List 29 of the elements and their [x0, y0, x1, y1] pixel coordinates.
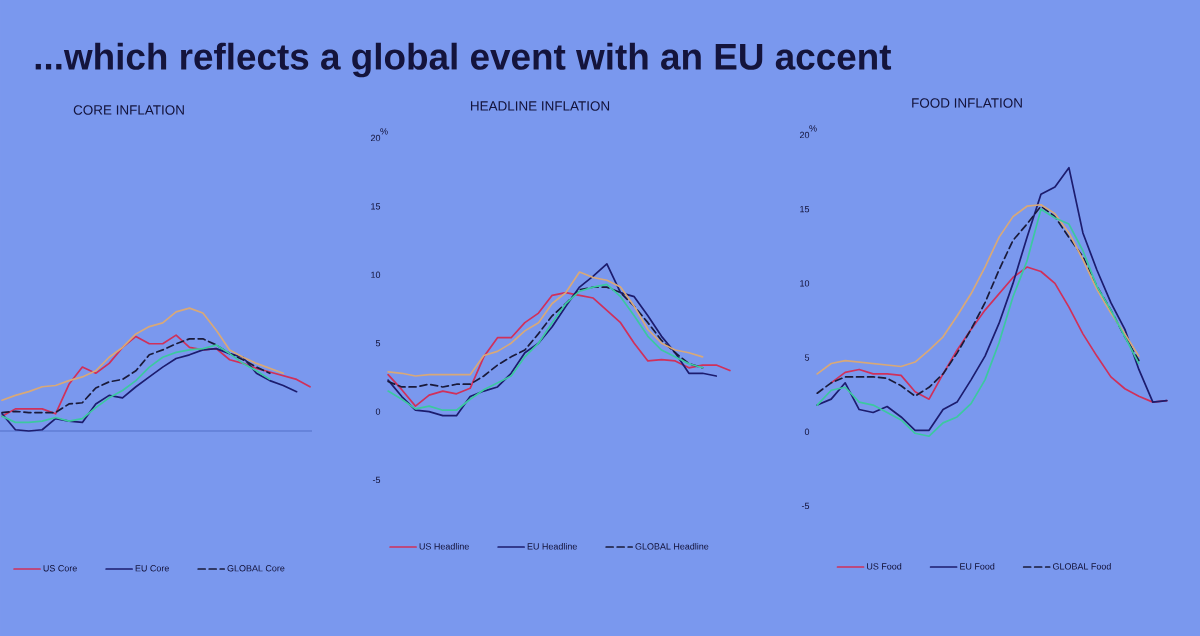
legend-label: EU Food — [960, 562, 995, 570]
legend-label: EU Headline — [527, 542, 577, 550]
y-tick-label: 5 — [375, 340, 381, 347]
y-tick-label: 0 — [375, 408, 381, 415]
chart-subtitle: CORE INFLATION — [73, 105, 184, 115]
legend-label: GLOBAL Food — [1052, 562, 1111, 570]
legend-label: US Food — [867, 562, 902, 570]
y-tick-label: 10 — [800, 280, 810, 287]
line-series — [387, 262, 718, 417]
legend-label: US Core — [43, 565, 77, 572]
y-tick-label: 15 — [371, 203, 381, 210]
y-tick-label: 20 — [370, 134, 381, 142]
legend-label: GLOBAL Headline — [635, 542, 709, 550]
y-tick-label: 15 — [800, 206, 810, 213]
y-tick-label: 20 — [799, 131, 810, 139]
line-series — [816, 166, 1168, 432]
legend-label: EU Core — [135, 565, 169, 572]
chart-subtitle: FOOD INFLATION — [912, 98, 1022, 108]
y-axis-title: % — [809, 125, 817, 132]
y-axis-title: % — [380, 128, 388, 135]
y-tick-label: 5 — [804, 354, 810, 361]
y-tick-label: -5 — [372, 476, 381, 484]
y-tick-label: 10 — [371, 271, 381, 278]
y-tick-label: -5 — [801, 502, 810, 510]
legend-label: GLOBAL Core — [227, 565, 285, 572]
text: ...which reflects a global event with an EU accent — [35, 42, 892, 78]
legend-label: US Headline — [419, 542, 469, 550]
chart-subtitle: HEADLINE INFLATION — [470, 101, 610, 111]
y-tick-label: 0 — [804, 428, 810, 435]
